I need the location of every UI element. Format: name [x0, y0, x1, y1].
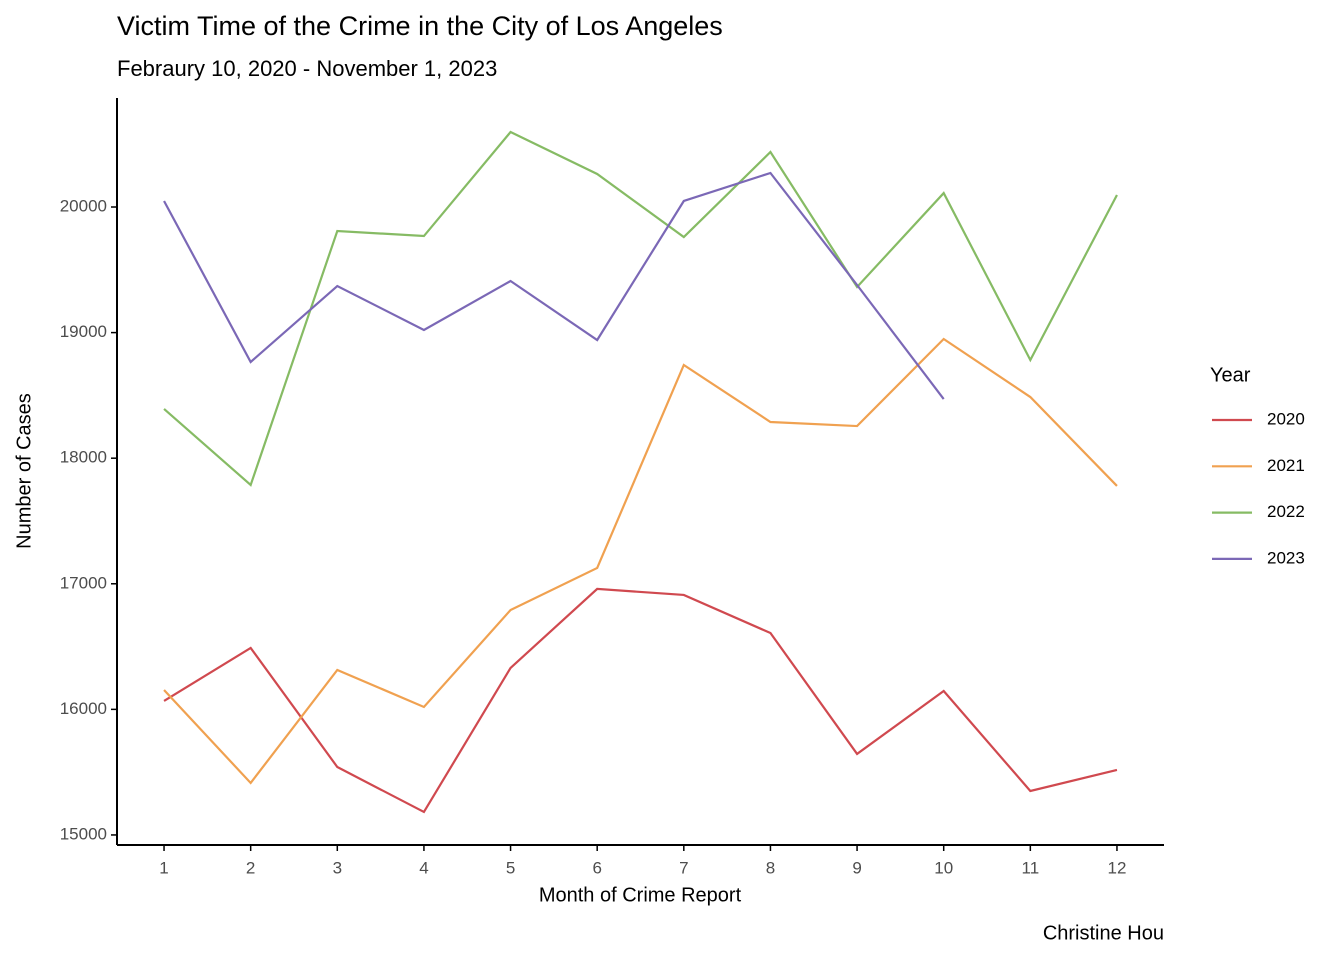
x-tick-label: 2	[246, 858, 255, 877]
legend-title: Year	[1210, 364, 1251, 386]
caption: Christine Hou	[1043, 922, 1164, 944]
x-tick-label: 10	[934, 858, 953, 877]
line	[163, 130, 1118, 487]
legend-label: 2021	[1267, 456, 1305, 475]
x-tick-label: 3	[333, 858, 342, 877]
y-tick-label: 19000	[60, 322, 107, 341]
y-tick-label: 20000	[60, 196, 107, 215]
x-tick-label: 5	[506, 858, 515, 877]
y-tick-label: 15000	[60, 824, 107, 843]
chart-title: Victim Time of the Crime in the City of …	[117, 11, 723, 41]
y-tick-label: 16000	[60, 699, 107, 718]
x-tick-label: 11	[1022, 858, 1040, 877]
legend-label: 2020	[1267, 409, 1305, 428]
y-tick-label: 17000	[60, 573, 107, 592]
x-tick-label: 8	[766, 858, 775, 877]
legend-label: 2023	[1267, 548, 1305, 567]
x-tick-label: 4	[419, 858, 428, 877]
x-tick-label: 1	[159, 858, 168, 877]
x-tick-label: 9	[852, 858, 861, 877]
legend-label: 2022	[1267, 502, 1305, 521]
x-tick-label: 6	[592, 858, 601, 877]
chart-subtitle: Febraury 10, 2020 - November 1, 2023	[117, 56, 497, 81]
x-tick-label: 7	[679, 858, 688, 877]
y-axis-label: Number of Cases	[13, 393, 35, 549]
line	[163, 337, 1118, 785]
y-tick-label: 18000	[60, 448, 107, 467]
line	[163, 587, 1118, 814]
x-tick-label: 12	[1107, 858, 1126, 877]
x-axis-label: Month of Crime Report	[539, 884, 742, 906]
line	[163, 171, 945, 400]
